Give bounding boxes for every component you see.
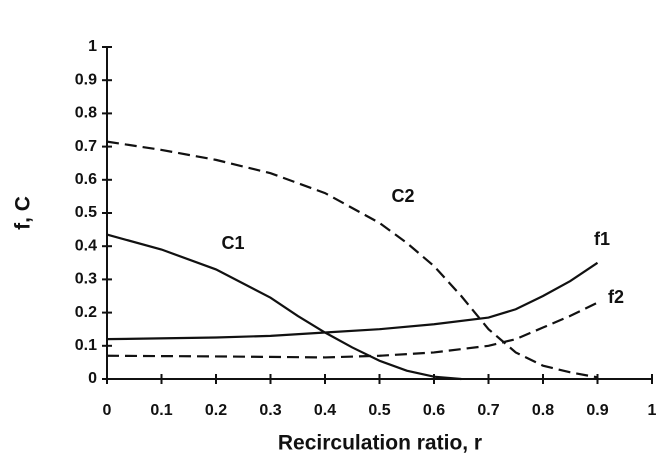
x-tick-label: 0.1 — [150, 402, 172, 419]
y-tick-label: 0 — [88, 370, 97, 387]
x-tick-label: 0.3 — [259, 402, 281, 419]
y-tick-label: 0.3 — [75, 271, 97, 288]
x-tick-label: 0.8 — [532, 402, 554, 419]
y-tick-label: 0.9 — [75, 71, 97, 88]
x-tick-label: 1 — [648, 402, 657, 419]
y-tick-label: 0.5 — [75, 204, 97, 221]
y-tick-label: 0.8 — [75, 105, 97, 122]
y-tick-label: 0.4 — [75, 237, 97, 254]
x-tick-label: 0.5 — [368, 402, 390, 419]
series-line — [106, 301, 598, 359]
y-tick-label: 0.2 — [75, 304, 97, 321]
y-tick-label: 0.1 — [75, 337, 97, 354]
series-label: C2 — [391, 186, 414, 206]
x-axis-title: Recirculation ratio, r — [278, 432, 482, 455]
series-label: f2 — [608, 287, 624, 307]
y-tick-label: 0.6 — [75, 171, 97, 188]
x-tick-label: 0 — [103, 402, 112, 419]
series-label: C1 — [221, 233, 244, 253]
y-tick-label: 1 — [88, 38, 97, 55]
x-tick-label: 0.4 — [314, 402, 336, 419]
y-axis-title: f, C — [12, 196, 35, 230]
x-tick-label: 0.9 — [586, 402, 608, 419]
series-label: f1 — [594, 229, 610, 249]
x-tick-label: 0.7 — [477, 402, 499, 419]
series-line — [106, 261, 599, 341]
series-line — [106, 233, 462, 381]
x-tick-label: 0.6 — [423, 402, 445, 419]
x-tick-label: 0.2 — [205, 402, 227, 419]
y-tick-label: 0.7 — [75, 138, 97, 155]
series-line — [106, 140, 598, 379]
